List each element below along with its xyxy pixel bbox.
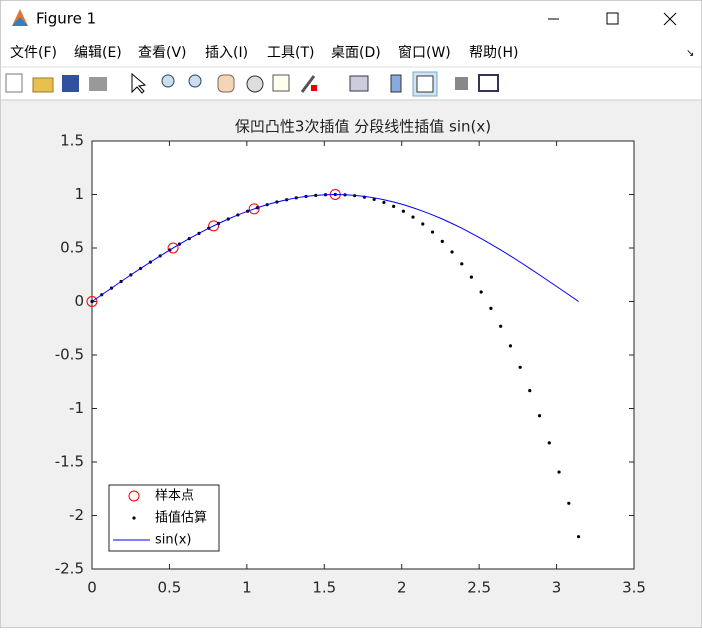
y-tick-label: 0.5 (60, 239, 84, 257)
hide-tools-icon[interactable] (455, 77, 468, 90)
estimate-point (499, 324, 503, 328)
toolbar (5, 71, 499, 97)
legend-icon (416, 75, 434, 93)
y-tick-label: -1 (69, 399, 84, 417)
rotate-icon[interactable] (246, 75, 264, 93)
menu-item[interactable]: 窗口(W) (398, 44, 451, 61)
estimate-point (401, 209, 406, 213)
estimate-point (440, 239, 444, 243)
y-tick-label: -2 (69, 506, 84, 524)
x-tick-label: 3 (552, 579, 562, 597)
estimate-point (557, 470, 561, 474)
menu-item[interactable]: 插入(I) (205, 45, 248, 61)
legend-label: 插值估算 (155, 510, 207, 526)
app-icon (12, 9, 28, 26)
x-tick-label: 3.5 (622, 579, 646, 597)
maximize-button[interactable] (606, 12, 619, 25)
x-tick-label: 2 (397, 579, 407, 597)
x-tick-label: 2.5 (467, 579, 491, 597)
estimate-point (372, 197, 376, 202)
x-tick-label: 1 (242, 579, 252, 597)
x-tick-label: 0 (87, 579, 97, 597)
menu-item[interactable]: 桌面(D) (331, 45, 381, 61)
estimate-point (547, 441, 551, 445)
legend-label: sin(x) (155, 533, 191, 548)
print-icon[interactable] (89, 77, 107, 91)
colorbar-icon[interactable] (390, 74, 402, 93)
y-tick-label: 0 (74, 292, 84, 310)
estimate-point (392, 204, 396, 208)
estimate-point (382, 200, 386, 205)
estimate-point (479, 290, 483, 294)
menu-item[interactable]: 帮助(H) (469, 45, 518, 61)
menu-bar: 文件(F) 编辑(E) 查看(V) 插入(I) 工具(T) 桌面(D) 窗口(W) 帮助(H) (10, 44, 518, 61)
brush-icon[interactable] (300, 75, 316, 93)
estimate-point (450, 250, 454, 254)
menu-item[interactable]: 查看(V) (138, 45, 187, 61)
estimate-point (537, 414, 542, 418)
brush-color (311, 85, 317, 91)
link-icon[interactable] (349, 75, 369, 92)
close-button[interactable] (663, 12, 677, 26)
menu-item[interactable]: 编辑(E) (74, 45, 122, 61)
menu-item[interactable]: 文件(F) (10, 45, 57, 61)
open-icon[interactable] (32, 77, 54, 93)
dock-icon[interactable] (478, 74, 499, 92)
estimate-point (518, 365, 522, 369)
estimate-point (411, 215, 415, 219)
data-cursor-icon[interactable] (272, 74, 290, 92)
estimate-point (576, 535, 581, 539)
sample-point (208, 220, 220, 232)
estimate-point (469, 275, 473, 279)
sample-point (248, 203, 260, 215)
legend-label: 样本点 (155, 489, 194, 504)
zoom-in-icon[interactable] (161, 74, 175, 88)
zoom-out-icon[interactable] (188, 74, 202, 88)
window-title: Figure 1 (36, 10, 96, 28)
plot: 保凹凸性3次插值 分段线性插值 sin(x) 0 0.5 1 1.5 2 2.5 3 3.5 -2… (55, 118, 646, 597)
estimate-point (430, 230, 435, 234)
y-tick-label: -1.5 (55, 453, 84, 471)
chart-title: 保凹凸性3次插值 分段线性插值 sin(x) (235, 118, 491, 136)
x-tick-label: 0.5 (157, 579, 181, 597)
new-icon[interactable] (5, 73, 23, 93)
estimate-point (421, 222, 425, 226)
menu-item[interactable]: 工具(T) (267, 45, 314, 61)
sin-line (91, 193, 579, 302)
sample-point (86, 296, 98, 307)
y-tick-label: -2.5 (55, 560, 84, 578)
y-tick-label: 1.5 (60, 132, 84, 150)
y-tick-label: 1 (74, 185, 84, 203)
save-icon[interactable] (62, 75, 79, 92)
menu-arrow[interactable]: ↘ (686, 48, 694, 59)
estimate-point (460, 262, 464, 266)
sample-point (167, 242, 179, 254)
y-tick-label: -0.5 (55, 346, 84, 364)
legend-marker (132, 516, 136, 520)
pan-icon[interactable] (217, 74, 235, 93)
estimate-point (508, 344, 513, 348)
x-tick-label: 1.5 (312, 579, 336, 597)
estimate-point (489, 306, 493, 310)
estimate-point (528, 389, 532, 393)
estimate-point (567, 501, 571, 505)
legend-marker (128, 490, 140, 502)
pointer-icon[interactable] (131, 72, 147, 94)
